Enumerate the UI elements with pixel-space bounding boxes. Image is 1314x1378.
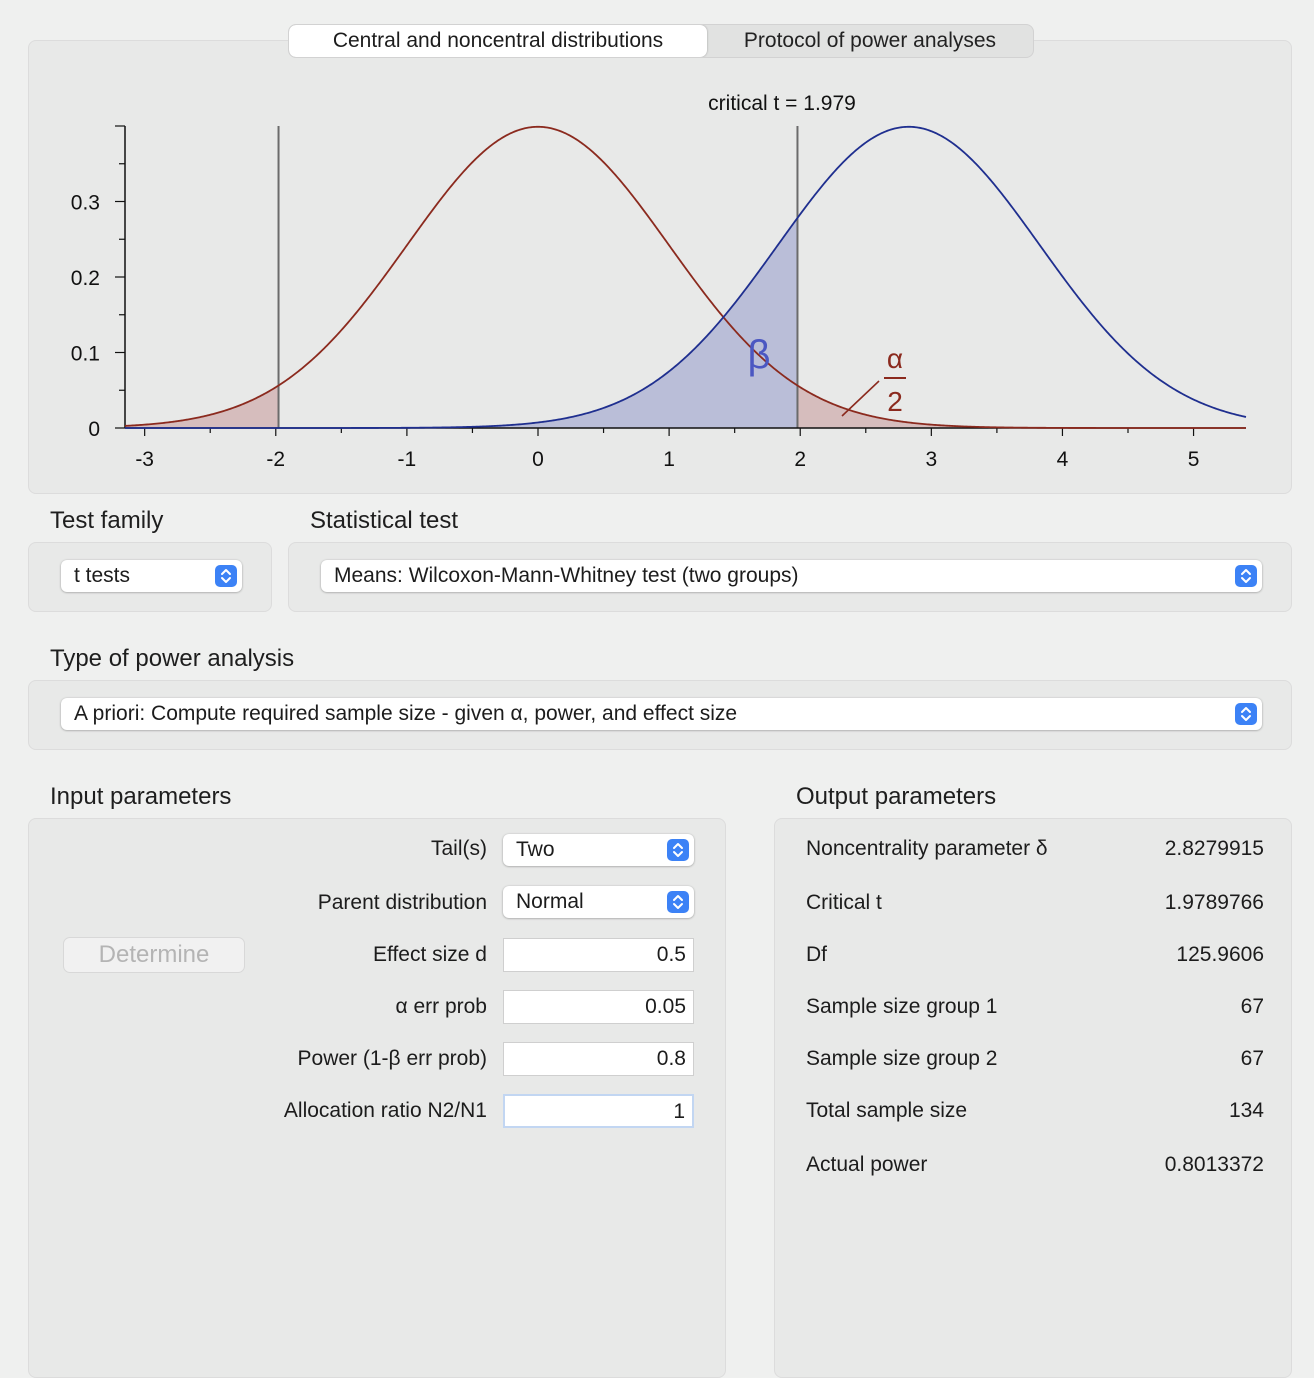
x-tick-label: -3 — [135, 448, 154, 471]
input-parameters-title: Input parameters — [50, 783, 232, 810]
output-label: Sample size group 2 — [806, 1047, 998, 1070]
allocation-ratio-label: Allocation ratio N2/N1 — [283, 1099, 487, 1122]
x-tick-label: 0 — [532, 448, 544, 471]
y-tick-label: 0.1 — [71, 343, 100, 366]
output-row-noncentrality: Noncentrality parameter δ 2.8279915 — [806, 837, 1264, 867]
alpha-numerator: α — [887, 343, 903, 374]
tails-label: Tail(s) — [431, 837, 487, 860]
x-tick-label: 2 — [794, 448, 806, 471]
view-tabs: Central and noncentral distributions Pro… — [288, 24, 1034, 58]
output-value: 67 — [1240, 1047, 1264, 1070]
chevron-updown-icon — [215, 565, 237, 587]
output-label: Sample size group 1 — [806, 995, 998, 1018]
noncentral-distribution-curve — [125, 125, 1247, 429]
alpha-pointer — [841, 380, 880, 417]
alpha-left-tail-area — [125, 385, 279, 428]
output-row-sample-size-2: Sample size group 2 67 — [806, 1047, 1264, 1077]
x-tick-label: 3 — [925, 448, 937, 471]
parent-distribution-value: Normal — [516, 890, 584, 913]
output-row-total-sample-size: Total sample size 134 — [806, 1099, 1264, 1129]
tails-value: Two — [516, 838, 555, 861]
power-label: Power (1-β err prob) — [297, 1047, 487, 1070]
y-tick-label: 0.2 — [71, 267, 100, 290]
analysis-type-value: A priori: Compute required sample size -… — [74, 702, 738, 725]
test-family-value: t tests — [74, 564, 131, 587]
effect-size-field[interactable]: 0.5 — [503, 938, 694, 972]
statistical-test-value: Means: Wilcoxon-Mann-Whitney test (two g… — [334, 564, 799, 587]
output-label: Actual power — [806, 1153, 928, 1176]
beta-area — [125, 217, 798, 428]
central-distribution-curve — [124, 125, 1246, 429]
alpha-right-tail-area — [797, 385, 1246, 428]
output-row-df: Df 125.9606 — [806, 943, 1264, 973]
output-label: Critical t — [806, 891, 882, 914]
determine-button[interactable]: Determine — [63, 937, 245, 973]
parent-distribution-select[interactable]: Normal — [503, 886, 694, 918]
alpha-err-label: α err prob — [395, 995, 487, 1018]
critical-t-annotation: critical t = 1.979 — [708, 92, 856, 115]
analysis-type-select[interactable]: A priori: Compute required sample size -… — [61, 698, 1262, 730]
chevron-updown-icon — [1235, 703, 1257, 725]
alpha-err-field[interactable]: 0.05 — [503, 990, 694, 1024]
output-label: Noncentrality parameter δ — [806, 837, 1048, 860]
distribution-chart: 0 0.1 0.2 0.3 -3 -2 -1 0 1 2 3 4 5 critical t = 1.97… — [71, 92, 1247, 471]
alpha-denominator: 2 — [887, 386, 903, 417]
tab-protocol[interactable]: Protocol of power analyses — [743, 29, 997, 52]
input-labels: Tail(s) Parent distribution Effect size … — [200, 0, 487, 1300]
statistical-test-label: Statistical test — [310, 507, 459, 534]
output-label: Total sample size — [806, 1099, 968, 1122]
statistical-test-select[interactable]: Means: Wilcoxon-Mann-Whitney test (two g… — [321, 560, 1262, 592]
x-tick-label: 4 — [1057, 448, 1069, 471]
output-value: 1.9789766 — [1164, 891, 1264, 914]
y-tick-label: 0.3 — [71, 192, 100, 215]
output-row-critical-t: Critical t 1.9789766 — [806, 891, 1264, 921]
output-value: 2.8279915 — [1164, 837, 1264, 860]
x-tick-label: -1 — [398, 448, 417, 471]
output-row-actual-power: Actual power 0.8013372 — [806, 1153, 1264, 1183]
parent-distribution-label: Parent distribution — [317, 891, 487, 914]
power-field[interactable]: 0.8 — [503, 1042, 694, 1076]
output-value: 134 — [1228, 1099, 1264, 1122]
tab-distributions[interactable]: Central and noncentral distributions — [289, 25, 707, 57]
output-row-sample-size-1: Sample size group 1 67 — [806, 995, 1264, 1025]
chevron-updown-icon — [667, 891, 689, 913]
y-tick-label: 0 — [88, 418, 100, 441]
x-tick-label: 5 — [1188, 448, 1200, 471]
output-value: 125.9606 — [1176, 943, 1264, 966]
output-label: Df — [806, 943, 827, 966]
distribution-panel — [28, 40, 1292, 494]
analysis-type-label: Type of power analysis — [50, 645, 295, 672]
output-value: 0.8013372 — [1164, 1153, 1264, 1176]
tails-select[interactable]: Two — [503, 834, 694, 866]
chevron-updown-icon — [667, 839, 689, 861]
chevron-updown-icon — [1235, 565, 1257, 587]
allocation-ratio-field[interactable]: 1 — [503, 1094, 694, 1128]
output-parameters-panel — [774, 818, 1292, 1378]
output-parameters-title: Output parameters — [796, 783, 997, 810]
x-tick-label: -2 — [266, 448, 285, 471]
test-family-label: Test family — [50, 507, 164, 534]
output-value: 67 — [1240, 995, 1264, 1018]
beta-label: β — [747, 333, 770, 377]
x-tick-label: 1 — [663, 448, 675, 471]
effect-size-label: Effect size d — [372, 943, 487, 966]
test-family-select[interactable]: t tests — [61, 560, 242, 592]
